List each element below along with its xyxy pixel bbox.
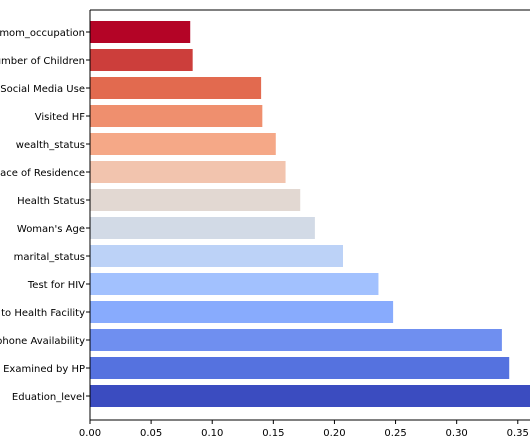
bar-1 xyxy=(90,49,193,71)
bar-10 xyxy=(90,301,394,323)
category-label-3: Visited HF xyxy=(35,112,86,123)
category-label-9: Test for HIV xyxy=(27,280,85,291)
bar-5 xyxy=(90,161,286,183)
bar-3 xyxy=(90,105,263,127)
category-label-6: Health Status xyxy=(17,196,85,207)
x-tick-label-1: 0.05 xyxy=(140,428,162,439)
bar-13 xyxy=(90,385,530,407)
category-label-7: Woman's Age xyxy=(17,224,85,235)
bar-7 xyxy=(90,217,315,239)
bar-9 xyxy=(90,273,379,295)
bar-8 xyxy=(90,245,343,267)
x-tick-label-6: 0.30 xyxy=(446,428,468,439)
bar-4 xyxy=(90,133,276,155)
x-tick-label-5: 0.25 xyxy=(384,428,406,439)
x-tick-label-2: 0.10 xyxy=(201,428,223,439)
bar-11 xyxy=(90,329,502,351)
category-label-2: Social Media Use xyxy=(0,84,85,95)
category-label-11: phone Availability xyxy=(0,336,85,347)
category-label-10: e to Health Facility xyxy=(0,308,85,319)
bar-0 xyxy=(90,21,191,43)
bar-group xyxy=(90,21,530,407)
x-axis: 0.00 0.05 0.10 0.15 0.20 0.25 0.30 0.35 xyxy=(79,420,529,439)
x-tick-label-4: 0.20 xyxy=(323,428,345,439)
bar-2 xyxy=(90,77,262,99)
x-tick-label-0: 0.00 xyxy=(79,428,101,439)
x-tick-label-7: 0.35 xyxy=(507,428,529,439)
category-label-8: marital_status xyxy=(14,252,85,263)
category-label-4: wealth_status xyxy=(16,140,85,151)
category-label-0: mom_occupation xyxy=(0,28,85,39)
category-label-5: lace of Residence xyxy=(0,168,85,179)
bar-12 xyxy=(90,357,510,379)
bar-6 xyxy=(90,189,301,211)
category-label-12: Examined by HP xyxy=(3,364,85,375)
category-label-1: umber of Children xyxy=(0,56,85,67)
category-label-13: Eduation_level xyxy=(12,392,85,403)
x-tick-label-3: 0.15 xyxy=(262,428,284,439)
